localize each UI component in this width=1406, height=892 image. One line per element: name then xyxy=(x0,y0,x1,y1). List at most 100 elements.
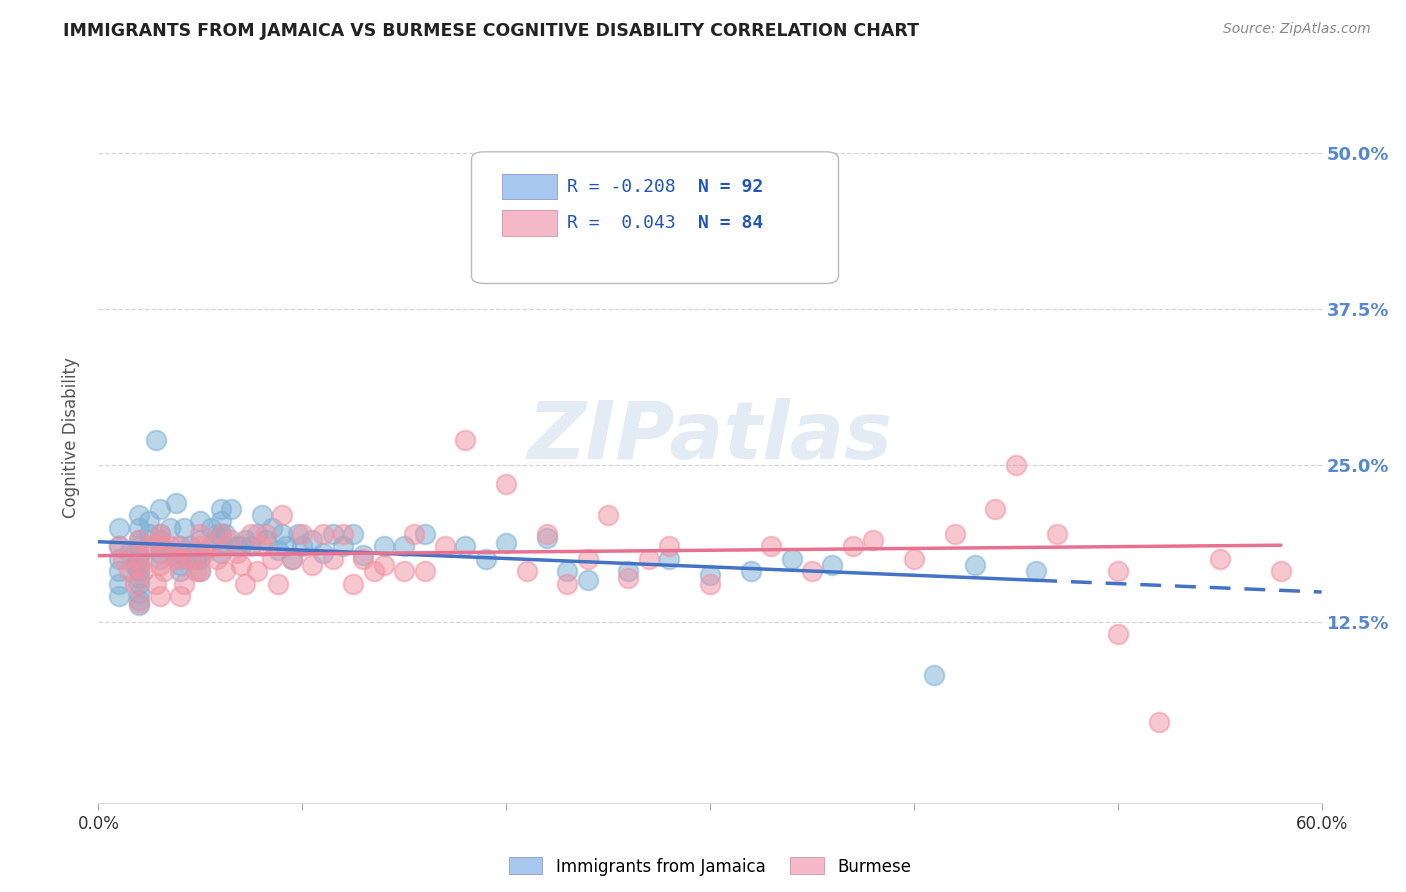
Text: ZIPatlas: ZIPatlas xyxy=(527,398,893,476)
Point xyxy=(145,577,167,591)
Point xyxy=(413,565,436,579)
Point xyxy=(108,540,131,554)
Point xyxy=(474,552,498,566)
Point xyxy=(186,565,208,579)
Point xyxy=(617,565,640,579)
Point xyxy=(363,565,385,579)
Point xyxy=(124,558,146,573)
Point xyxy=(149,540,172,554)
Point xyxy=(169,552,191,566)
Point xyxy=(576,573,599,587)
Point xyxy=(173,577,195,591)
Text: Source: ZipAtlas.com: Source: ZipAtlas.com xyxy=(1223,22,1371,37)
Point xyxy=(291,540,314,554)
Point xyxy=(193,546,215,560)
Point xyxy=(209,527,232,541)
Point xyxy=(373,558,395,573)
Point xyxy=(214,565,236,579)
Y-axis label: Cognitive Disability: Cognitive Disability xyxy=(62,357,80,517)
Point xyxy=(149,527,172,541)
Point xyxy=(226,546,249,560)
Point xyxy=(404,527,426,541)
Point xyxy=(1107,565,1129,579)
Text: IMMIGRANTS FROM JAMAICA VS BURMESE COGNITIVE DISABILITY CORRELATION CHART: IMMIGRANTS FROM JAMAICA VS BURMESE COGNI… xyxy=(63,22,920,40)
Point xyxy=(209,527,232,541)
Point xyxy=(205,527,228,541)
Point xyxy=(555,565,579,579)
Point xyxy=(205,552,228,566)
Point xyxy=(231,558,253,573)
Text: R = -0.208: R = -0.208 xyxy=(567,178,676,196)
Point xyxy=(209,515,232,529)
Point xyxy=(108,521,131,535)
Point xyxy=(128,540,150,554)
Point xyxy=(128,565,150,579)
Point xyxy=(233,577,256,591)
Point xyxy=(209,535,232,549)
Point xyxy=(128,521,150,535)
Point xyxy=(128,548,150,562)
Point xyxy=(188,540,212,554)
Point xyxy=(780,552,803,566)
Point xyxy=(1107,627,1129,641)
Point xyxy=(149,558,172,573)
Point xyxy=(352,552,374,566)
Point xyxy=(159,521,181,535)
Point xyxy=(322,527,344,541)
Point xyxy=(169,558,191,573)
Point xyxy=(454,540,477,554)
Text: N = 84: N = 84 xyxy=(697,214,763,233)
Point xyxy=(128,548,150,562)
Point xyxy=(903,552,925,566)
Point xyxy=(250,540,273,554)
Point xyxy=(260,521,283,535)
Point xyxy=(128,552,150,566)
Point xyxy=(250,508,273,523)
Point xyxy=(254,527,277,541)
Point xyxy=(200,540,222,554)
Legend: Immigrants from Jamaica, Burmese: Immigrants from Jamaica, Burmese xyxy=(502,851,918,882)
Point xyxy=(943,527,966,541)
Point xyxy=(1209,552,1232,566)
Point xyxy=(149,546,172,560)
Point xyxy=(312,546,335,560)
Point xyxy=(169,565,191,579)
Point xyxy=(821,558,844,573)
Point xyxy=(254,533,277,548)
Point xyxy=(159,540,181,554)
Point xyxy=(169,540,191,554)
Point xyxy=(495,477,517,491)
Point xyxy=(1025,565,1047,579)
Point xyxy=(128,577,150,591)
Point xyxy=(128,558,150,573)
Point xyxy=(188,565,212,579)
Point xyxy=(246,527,269,541)
Point xyxy=(128,533,150,548)
Point xyxy=(188,515,212,529)
Point xyxy=(240,540,263,554)
FancyBboxPatch shape xyxy=(471,152,838,284)
Point xyxy=(138,540,160,554)
Point xyxy=(862,533,884,548)
Point xyxy=(392,540,416,554)
Point xyxy=(186,552,208,566)
Point xyxy=(332,527,354,541)
Point xyxy=(169,590,191,604)
Point xyxy=(495,535,517,549)
Point xyxy=(124,577,146,591)
Point xyxy=(111,552,134,566)
Point xyxy=(138,527,160,541)
Point xyxy=(108,565,131,579)
Point xyxy=(801,565,824,579)
Point xyxy=(301,558,323,573)
Point xyxy=(149,527,172,541)
Point xyxy=(1004,458,1026,473)
Point xyxy=(149,552,172,566)
Point xyxy=(267,543,290,558)
Point xyxy=(188,565,212,579)
Point xyxy=(984,502,1007,516)
Point xyxy=(128,508,150,523)
Point xyxy=(128,571,150,585)
Point xyxy=(128,596,150,610)
Point xyxy=(233,533,256,548)
